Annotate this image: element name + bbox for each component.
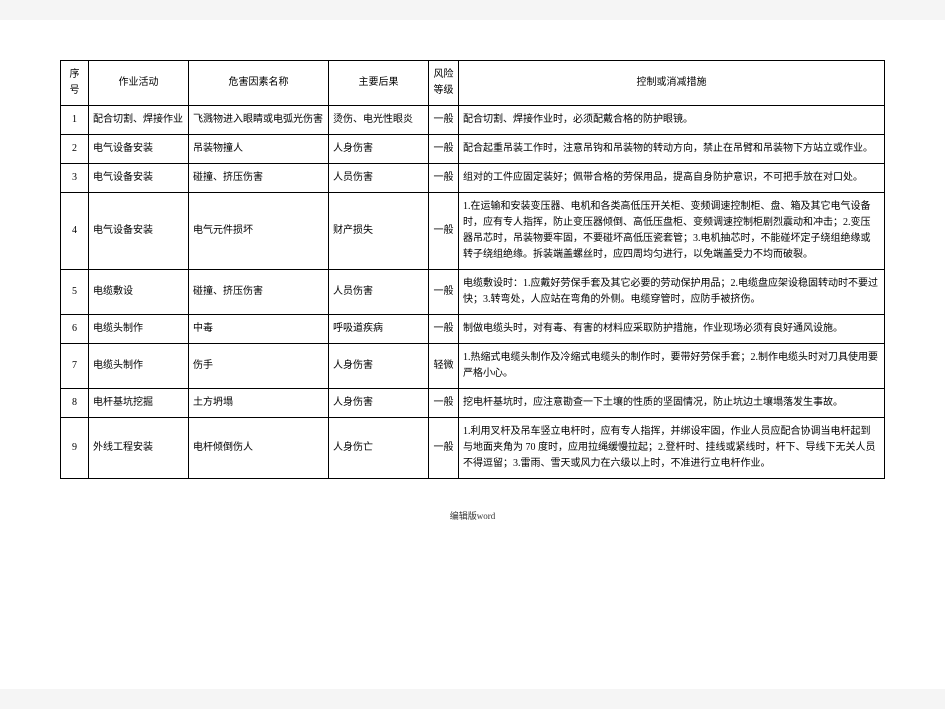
cell-hazard: 土方坍塌 (189, 389, 329, 418)
cell-activity: 配合切割、焊接作业 (89, 106, 189, 135)
cell-consequence: 人身伤害 (329, 389, 429, 418)
cell-consequence: 人员伤害 (329, 164, 429, 193)
table-row: 2 电气设备安装 吊装物撞人 人身伤害 一般 配合起重吊装工作时，注意吊钩和吊装… (61, 135, 885, 164)
cell-seq: 3 (61, 164, 89, 193)
cell-seq: 4 (61, 193, 89, 270)
header-hazard: 危害因素名称 (189, 61, 329, 106)
cell-measure: 组对的工件应固定装好；佩带合格的劳保用品，提高自身防护意识，不可把手放在对口处。 (459, 164, 885, 193)
cell-hazard: 电杆倾倒伤人 (189, 418, 329, 479)
cell-seq: 5 (61, 270, 89, 315)
cell-hazard: 中毒 (189, 315, 329, 344)
table-row: 3 电气设备安装 碰撞、挤压伤害 人员伤害 一般 组对的工件应固定装好；佩带合格… (61, 164, 885, 193)
table-row: 6 电缆头制作 中毒 呼吸道疾病 一般 制做电缆头时，对有毒、有害的材料应采取防… (61, 315, 885, 344)
cell-activity: 电气设备安装 (89, 164, 189, 193)
cell-level: 一般 (429, 389, 459, 418)
cell-seq: 8 (61, 389, 89, 418)
table-row: 5 电缆敷设 碰撞、挤压伤害 人员伤害 一般 电缆敷设时：1.应戴好劳保手套及其… (61, 270, 885, 315)
cell-measure: 1.热缩式电缆头制作及冷缩式电缆头的制作时，要带好劳保手套；2.制作电缆头时对刀… (459, 344, 885, 389)
cell-consequence: 财产损失 (329, 193, 429, 270)
table-header-row: 序号 作业活动 危害因素名称 主要后果 风险等级 控制或消减措施 (61, 61, 885, 106)
table-row: 9 外线工程安装 电杆倾倒伤人 人身伤亡 一般 1.利用叉杆及吊车竖立电杆时，应… (61, 418, 885, 479)
cell-consequence: 人员伤害 (329, 270, 429, 315)
cell-activity: 电气设备安装 (89, 193, 189, 270)
cell-consequence: 烫伤、电光性眼炎 (329, 106, 429, 135)
table-row: 7 电缆头制作 伤手 人身伤害 轻微 1.热缩式电缆头制作及冷缩式电缆头的制作时… (61, 344, 885, 389)
table-row: 8 电杆基坑挖掘 土方坍塌 人身伤害 一般 挖电杆基坑时，应注意勘查一下土壤的性… (61, 389, 885, 418)
cell-seq: 9 (61, 418, 89, 479)
cell-seq: 2 (61, 135, 89, 164)
cell-measure: 制做电缆头时，对有毒、有害的材料应采取防护措施，作业现场必须有良好通风设施。 (459, 315, 885, 344)
cell-activity: 电缆头制作 (89, 344, 189, 389)
cell-activity: 外线工程安装 (89, 418, 189, 479)
cell-level: 轻微 (429, 344, 459, 389)
cell-measure: 1.在运输和安装变压器、电机和各类高低压开关柜、变频调速控制柜、盘、箱及其它电气… (459, 193, 885, 270)
table-row: 1 配合切割、焊接作业 飞溅物进入眼睛或电弧光伤害 烫伤、电光性眼炎 一般 配合… (61, 106, 885, 135)
cell-activity: 电杆基坑挖掘 (89, 389, 189, 418)
cell-measure: 配合切割、焊接作业时，必须配戴合格的防护眼镜。 (459, 106, 885, 135)
cell-seq: 1 (61, 106, 89, 135)
page-footer: 编辑版word (60, 509, 885, 522)
cell-seq: 6 (61, 315, 89, 344)
hazard-table: 序号 作业活动 危害因素名称 主要后果 风险等级 控制或消减措施 1 配合切割、… (60, 60, 885, 479)
cell-level: 一般 (429, 315, 459, 344)
cell-measure: 配合起重吊装工作时，注意吊钩和吊装物的转动方向，禁止在吊臂和吊装物下方站立或作业… (459, 135, 885, 164)
header-consequence: 主要后果 (329, 61, 429, 106)
cell-level: 一般 (429, 418, 459, 479)
cell-measure: 1.利用叉杆及吊车竖立电杆时，应有专人指挥，并绑设牢固，作业人员应配合协调当电杆… (459, 418, 885, 479)
cell-level: 一般 (429, 106, 459, 135)
cell-activity: 电缆头制作 (89, 315, 189, 344)
cell-hazard: 飞溅物进入眼睛或电弧光伤害 (189, 106, 329, 135)
cell-consequence: 人身伤害 (329, 135, 429, 164)
cell-measure: 挖电杆基坑时，应注意勘查一下土壤的性质的坚固情况，防止坑边土壤塌落发生事故。 (459, 389, 885, 418)
cell-consequence: 呼吸道疾病 (329, 315, 429, 344)
document-page: 序号 作业活动 危害因素名称 主要后果 风险等级 控制或消减措施 1 配合切割、… (0, 20, 945, 689)
table-row: 4 电气设备安装 电气元件损坏 财产损失 一般 1.在运输和安装变压器、电机和各… (61, 193, 885, 270)
cell-seq: 7 (61, 344, 89, 389)
cell-measure: 电缆敷设时：1.应戴好劳保手套及其它必要的劳动保护用品；2.电缆盘应架设稳固转动… (459, 270, 885, 315)
cell-consequence: 人身伤亡 (329, 418, 429, 479)
header-level: 风险等级 (429, 61, 459, 106)
header-measure: 控制或消减措施 (459, 61, 885, 106)
cell-hazard: 碰撞、挤压伤害 (189, 164, 329, 193)
cell-level: 一般 (429, 164, 459, 193)
cell-consequence: 人身伤害 (329, 344, 429, 389)
cell-level: 一般 (429, 270, 459, 315)
cell-hazard: 吊装物撞人 (189, 135, 329, 164)
header-seq: 序号 (61, 61, 89, 106)
cell-level: 一般 (429, 135, 459, 164)
cell-level: 一般 (429, 193, 459, 270)
cell-hazard: 伤手 (189, 344, 329, 389)
header-activity: 作业活动 (89, 61, 189, 106)
cell-hazard: 电气元件损坏 (189, 193, 329, 270)
cell-hazard: 碰撞、挤压伤害 (189, 270, 329, 315)
cell-activity: 电气设备安装 (89, 135, 189, 164)
cell-activity: 电缆敷设 (89, 270, 189, 315)
